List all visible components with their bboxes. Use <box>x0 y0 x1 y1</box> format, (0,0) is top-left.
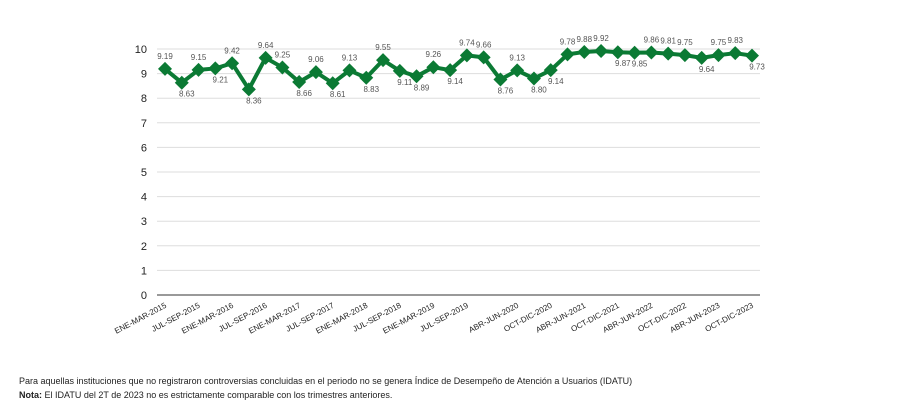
data-point-marker <box>526 71 541 86</box>
data-label: 8.83 <box>363 85 379 94</box>
data-point-marker <box>661 46 676 61</box>
y-tick-label: 3 <box>141 216 147 228</box>
data-point-marker <box>594 43 609 58</box>
y-tick-label: 5 <box>141 167 147 179</box>
data-point-marker <box>308 65 323 80</box>
data-point-marker <box>627 45 642 60</box>
data-label: 9.86 <box>644 35 660 44</box>
data-label: 9.11 <box>397 78 413 87</box>
data-point-marker <box>728 46 743 61</box>
data-point-marker <box>426 60 441 75</box>
note-label: Nota: <box>19 390 42 400</box>
data-label: 9.42 <box>224 46 240 55</box>
data-point-marker <box>376 53 391 68</box>
data-point-marker <box>258 50 273 65</box>
data-label: 8.80 <box>531 86 547 95</box>
data-point-marker <box>342 63 357 78</box>
data-point-marker <box>325 76 340 91</box>
data-label: 9.73 <box>749 63 765 72</box>
data-label: 9.21 <box>213 75 229 84</box>
y-tick-label: 8 <box>141 93 147 105</box>
y-tick-label: 10 <box>135 44 147 56</box>
y-tick-label: 2 <box>141 241 147 253</box>
data-point-marker <box>493 72 508 87</box>
data-label: 9.75 <box>711 38 727 47</box>
data-point-marker <box>459 48 474 63</box>
data-label: 9.88 <box>576 35 592 44</box>
data-label: 8.61 <box>330 90 346 99</box>
data-label: 8.76 <box>498 87 514 96</box>
data-label: 9.06 <box>308 55 324 64</box>
data-point-marker <box>241 82 256 97</box>
data-label: 9.26 <box>426 50 442 59</box>
data-point-marker <box>443 63 458 78</box>
data-point-marker <box>644 45 659 60</box>
data-label: 9.81 <box>660 37 676 46</box>
data-label: 9.14 <box>447 77 463 86</box>
y-tick-label: 9 <box>141 69 147 81</box>
data-point-marker <box>694 50 709 65</box>
note: Nota: El IDATU del 2T de 2023 no es estr… <box>19 390 392 400</box>
data-point-marker <box>677 48 692 63</box>
data-point-marker <box>476 50 491 65</box>
data-point-marker <box>292 74 307 89</box>
data-label: 8.66 <box>296 89 312 98</box>
data-label: 9.66 <box>476 40 492 49</box>
data-point-marker <box>745 48 759 63</box>
data-label: 9.64 <box>699 65 715 74</box>
y-tick-label: 6 <box>141 142 147 154</box>
data-label: 9.83 <box>727 36 743 45</box>
data-point-marker <box>275 60 290 75</box>
data-label: 8.63 <box>179 90 195 99</box>
y-tick-label: 0 <box>141 290 147 302</box>
y-tick-label: 7 <box>141 118 147 130</box>
data-point-marker <box>208 61 223 76</box>
data-label: 9.64 <box>258 41 274 50</box>
data-point-marker <box>711 48 726 63</box>
data-point-marker <box>225 56 240 71</box>
data-label: 9.74 <box>459 38 475 47</box>
data-label: 9.13 <box>342 53 358 62</box>
data-point-marker <box>510 63 525 78</box>
data-label: 9.55 <box>375 43 391 52</box>
data-point-marker <box>158 61 172 76</box>
data-point-marker <box>174 75 189 90</box>
data-label: 9.19 <box>157 52 173 61</box>
data-label: 9.13 <box>509 53 525 62</box>
y-tick-label: 1 <box>141 265 147 277</box>
data-label: 9.92 <box>593 34 609 43</box>
data-label: 9.15 <box>191 53 207 62</box>
data-label: 9.87 <box>615 59 631 68</box>
data-label: 8.36 <box>246 96 262 105</box>
data-label: 9.78 <box>560 37 576 46</box>
footnote: Para aquellas instituciones que no regis… <box>19 376 633 386</box>
data-point-marker <box>543 63 558 78</box>
data-point-marker <box>359 70 374 85</box>
data-point-marker <box>610 45 625 60</box>
data-point-marker <box>191 62 206 77</box>
data-label: 9.75 <box>677 38 693 47</box>
data-point-marker <box>560 47 575 62</box>
data-point-marker <box>392 63 407 78</box>
data-point-marker <box>577 44 592 59</box>
data-point-marker <box>409 69 424 84</box>
y-tick-label: 4 <box>141 192 147 204</box>
data-label: 8.89 <box>414 83 430 92</box>
data-label: 9.14 <box>548 77 564 86</box>
data-label: 9.85 <box>632 60 648 69</box>
line-chart: 012345678910ENE-MAR-2015JUL-SEP-2015ENE-… <box>113 34 765 336</box>
note-text: El IDATU del 2T de 2023 no es estrictame… <box>42 390 393 400</box>
data-label: 9.25 <box>275 50 291 59</box>
